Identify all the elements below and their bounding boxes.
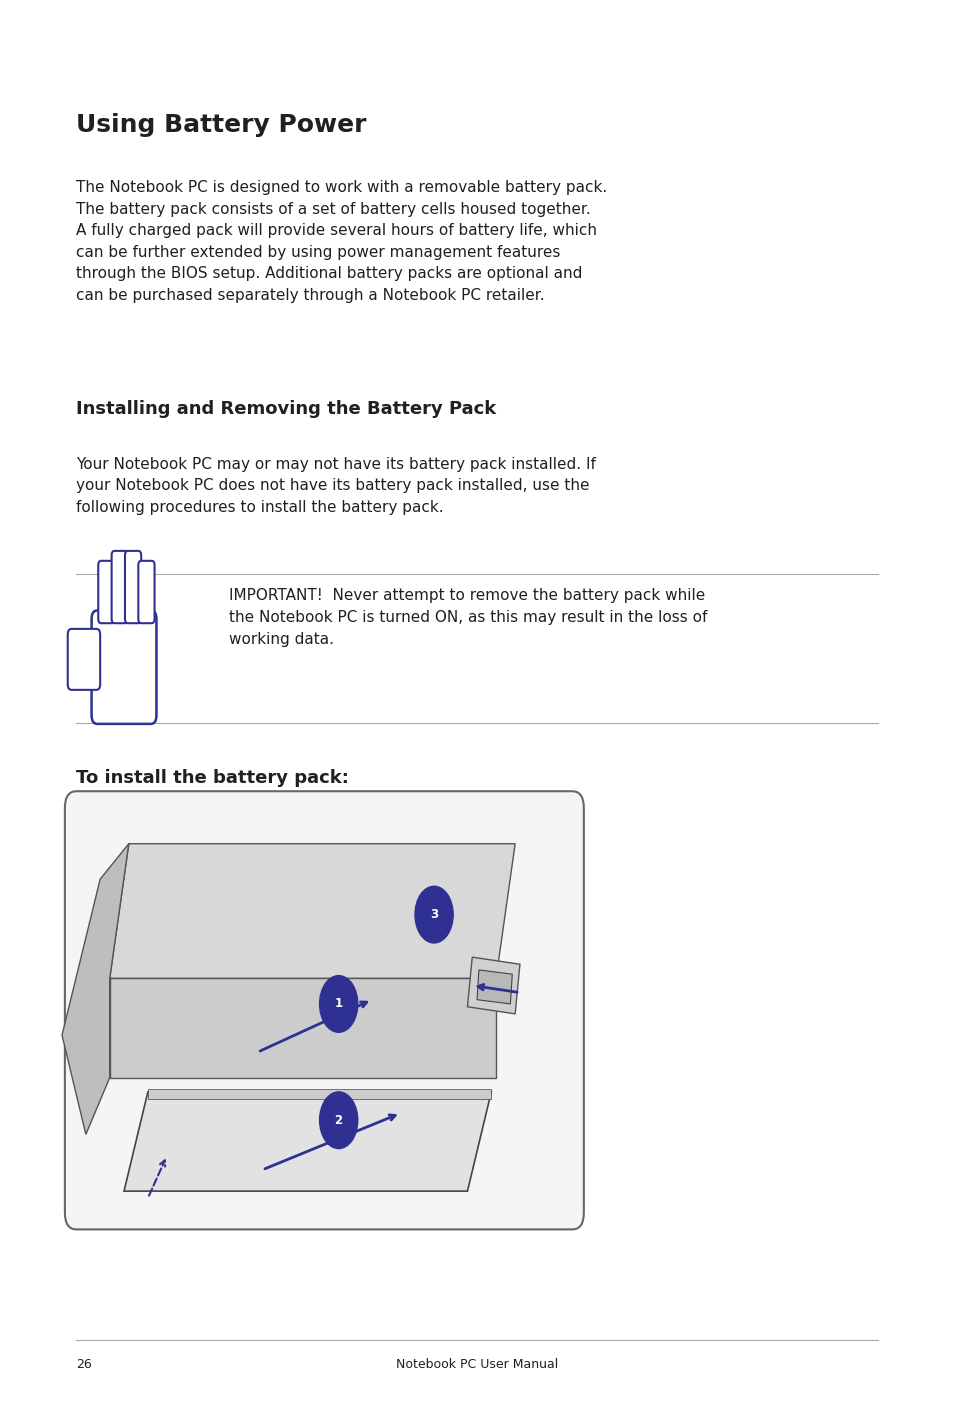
Circle shape [319,1092,357,1149]
Circle shape [415,886,453,943]
FancyBboxPatch shape [68,630,100,691]
Polygon shape [467,957,519,1014]
Text: The Notebook PC is designed to work with a removable battery pack.
The battery p: The Notebook PC is designed to work with… [76,180,607,303]
Circle shape [319,976,357,1032]
FancyBboxPatch shape [91,610,156,723]
Text: Notebook PC User Manual: Notebook PC User Manual [395,1358,558,1371]
FancyBboxPatch shape [98,560,114,624]
Text: To install the battery pack:: To install the battery pack: [76,769,349,787]
Text: 3: 3 [430,908,437,922]
Polygon shape [110,978,496,1078]
Text: 1: 1 [335,997,342,1011]
FancyBboxPatch shape [65,791,583,1229]
Polygon shape [62,844,129,1134]
Polygon shape [148,1089,491,1099]
FancyBboxPatch shape [138,560,154,624]
Text: Using Battery Power: Using Battery Power [76,113,367,138]
FancyBboxPatch shape [125,550,141,624]
Polygon shape [476,970,512,1004]
Text: Your Notebook PC may or may not have its battery pack installed. If
your Noteboo: Your Notebook PC may or may not have its… [76,457,596,515]
Text: IMPORTANT!  Never attempt to remove the battery pack while
the Notebook PC is tu: IMPORTANT! Never attempt to remove the b… [229,588,706,647]
Polygon shape [110,844,515,978]
Text: 2: 2 [335,1113,342,1127]
FancyBboxPatch shape [112,550,128,624]
Text: Installing and Removing the Battery Pack: Installing and Removing the Battery Pack [76,400,497,418]
Text: 26: 26 [76,1358,92,1371]
Polygon shape [124,1092,491,1191]
